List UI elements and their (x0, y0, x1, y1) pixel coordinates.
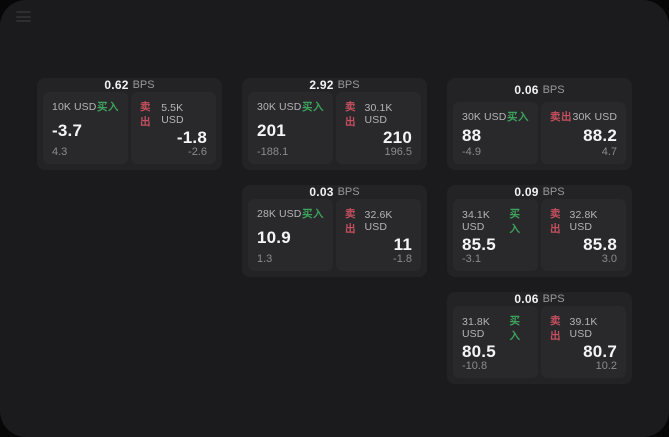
buy-amount: 30K USD (462, 110, 507, 123)
buy-quote-tile[interactable]: 34.1K USD 买入 85.5 -3.1 (453, 199, 538, 271)
spread-header: 0.06 BPS (447, 78, 632, 102)
sell-price: -1.8 (176, 128, 207, 147)
sell-amount: 30.1K USD (364, 102, 393, 126)
buy-button[interactable]: 买入 (509, 315, 521, 342)
sell-price: 85.8 (583, 235, 617, 254)
spread-unit-label: BPS (337, 79, 360, 91)
quote-card: 0.09 BPS 34.1K USD 买入 85.5 -3.1 卖出 32.8K… (447, 185, 632, 277)
sell-button[interactable]: 卖出 (550, 208, 561, 235)
hamburger-bar (16, 20, 31, 22)
buy-amount: 30K USD (257, 100, 302, 113)
spread-unit-label: BPS (132, 79, 155, 91)
sell-amount: 30K USD (572, 110, 617, 123)
sell-sub-value: 3.0 (601, 253, 617, 265)
buy-button[interactable]: 买入 (97, 101, 119, 113)
buy-price: 80.5 (462, 342, 496, 361)
sell-quote-tile[interactable]: 卖出 32.6K USD 11 -1.8 (336, 199, 421, 271)
quote-card: 0.03 BPS 28K USD 买入 10.9 1.3 卖出 32.6K US… (242, 185, 427, 277)
buy-price: 10.9 (257, 227, 291, 247)
sell-price: 88.2 (583, 125, 617, 145)
spread-header: 2.92 BPS (242, 78, 427, 92)
quote-card: 0.62 BPS 10K USD 买入 -3.7 4.3 卖出 5.5K USD… (37, 78, 222, 170)
sell-sub-value: -1.8 (393, 253, 412, 265)
buy-quote-tile[interactable]: 28K USD 买入 10.9 1.3 (248, 199, 333, 271)
quote-card: 2.92 BPS 30K USD 买入 201 -188.1 卖出 30.1K … (242, 78, 427, 170)
buy-amount: 28K USD (257, 207, 302, 220)
sell-button[interactable]: 卖出 (550, 315, 561, 342)
buy-sub-value: 1.3 (257, 253, 273, 265)
sell-amount: 39.1K USD (569, 316, 598, 340)
spread-value: 0.09 (514, 185, 539, 199)
spread-header: 0.03 BPS (242, 185, 427, 199)
sell-amount: 32.8K USD (569, 209, 598, 233)
sell-sub-value: 4.7 (601, 146, 617, 158)
buy-sub-value: 4.3 (52, 146, 68, 158)
sell-button[interactable]: 卖出 (345, 101, 356, 128)
sell-quote-tile[interactable]: 卖出 30K USD 88.2 4.7 (541, 102, 626, 164)
spread-unit-label: BPS (542, 293, 565, 305)
sell-quote-tile[interactable]: 卖出 5.5K USD -1.8 -2.6 (131, 92, 216, 164)
sell-button[interactable]: 卖出 (345, 208, 356, 235)
buy-quote-tile[interactable]: 30K USD 买入 201 -188.1 (248, 92, 333, 164)
buy-amount: 31.8K USD (462, 316, 490, 340)
buy-quote-tile[interactable]: 30K USD 买入 88 -4.9 (453, 102, 538, 164)
spread-value: 0.03 (309, 185, 334, 199)
sell-quote-tile[interactable]: 卖出 32.8K USD 85.8 3.0 (541, 199, 626, 271)
sell-quote-tile[interactable]: 卖出 30.1K USD 210 196.5 (336, 92, 421, 164)
buy-amount: 10K USD (52, 100, 97, 113)
sell-button[interactable]: 卖出 (550, 111, 572, 123)
buy-sub-value: -3.1 (462, 253, 481, 265)
buy-price: 85.5 (462, 235, 496, 254)
buy-button[interactable]: 买入 (509, 208, 521, 235)
spread-header: 0.09 BPS (447, 185, 632, 199)
sell-amount: 5.5K USD (161, 102, 184, 126)
spread-unit-label: BPS (337, 186, 360, 198)
buy-sub-value: -10.8 (462, 360, 488, 372)
spread-unit-label: BPS (542, 186, 565, 198)
sell-amount: 32.6K USD (364, 209, 393, 233)
hamburger-menu-icon[interactable] (16, 11, 31, 22)
quote-card: 0.06 BPS 30K USD 买入 88 -4.9 卖出 30K USD 8… (447, 78, 632, 170)
sell-price: 210 (383, 128, 412, 147)
sell-price: 11 (393, 235, 412, 254)
spread-header: 0.62 BPS (37, 78, 222, 92)
buy-price: 88 (462, 125, 482, 145)
sell-button[interactable]: 卖出 (140, 101, 151, 128)
hamburger-bar (16, 15, 31, 18)
spread-unit-label: BPS (542, 84, 565, 96)
spread-value: 2.92 (309, 78, 334, 92)
buy-sub-value: -4.9 (462, 146, 481, 158)
buy-button[interactable]: 买入 (302, 208, 324, 220)
spread-value: 0.06 (514, 292, 539, 306)
hamburger-bar (16, 11, 31, 13)
buy-sub-value: -188.1 (257, 146, 289, 158)
sell-sub-value: 196.5 (384, 146, 412, 158)
buy-quote-tile[interactable]: 10K USD 买入 -3.7 4.3 (43, 92, 128, 164)
buy-amount: 34.1K USD (462, 209, 490, 233)
buy-price: 201 (257, 120, 286, 140)
buy-button[interactable]: 买入 (507, 111, 529, 123)
sell-sub-value: 10.2 (595, 360, 617, 372)
sell-price: 80.7 (583, 342, 617, 361)
quote-card: 0.06 BPS 31.8K USD 买入 80.5 -10.8 卖出 39.1… (447, 292, 632, 384)
spread-value: 0.06 (514, 83, 539, 97)
sell-quote-tile[interactable]: 卖出 39.1K USD 80.7 10.2 (541, 306, 626, 378)
spread-header: 0.06 BPS (447, 292, 632, 306)
spread-value: 0.62 (104, 78, 129, 92)
buy-button[interactable]: 买入 (302, 101, 324, 113)
buy-price: -3.7 (52, 120, 83, 140)
buy-quote-tile[interactable]: 31.8K USD 买入 80.5 -10.8 (453, 306, 538, 378)
sell-sub-value: -2.6 (188, 146, 207, 158)
quote-cards-grid: 0.62 BPS 10K USD 买入 -3.7 4.3 卖出 5.5K USD… (37, 78, 632, 384)
